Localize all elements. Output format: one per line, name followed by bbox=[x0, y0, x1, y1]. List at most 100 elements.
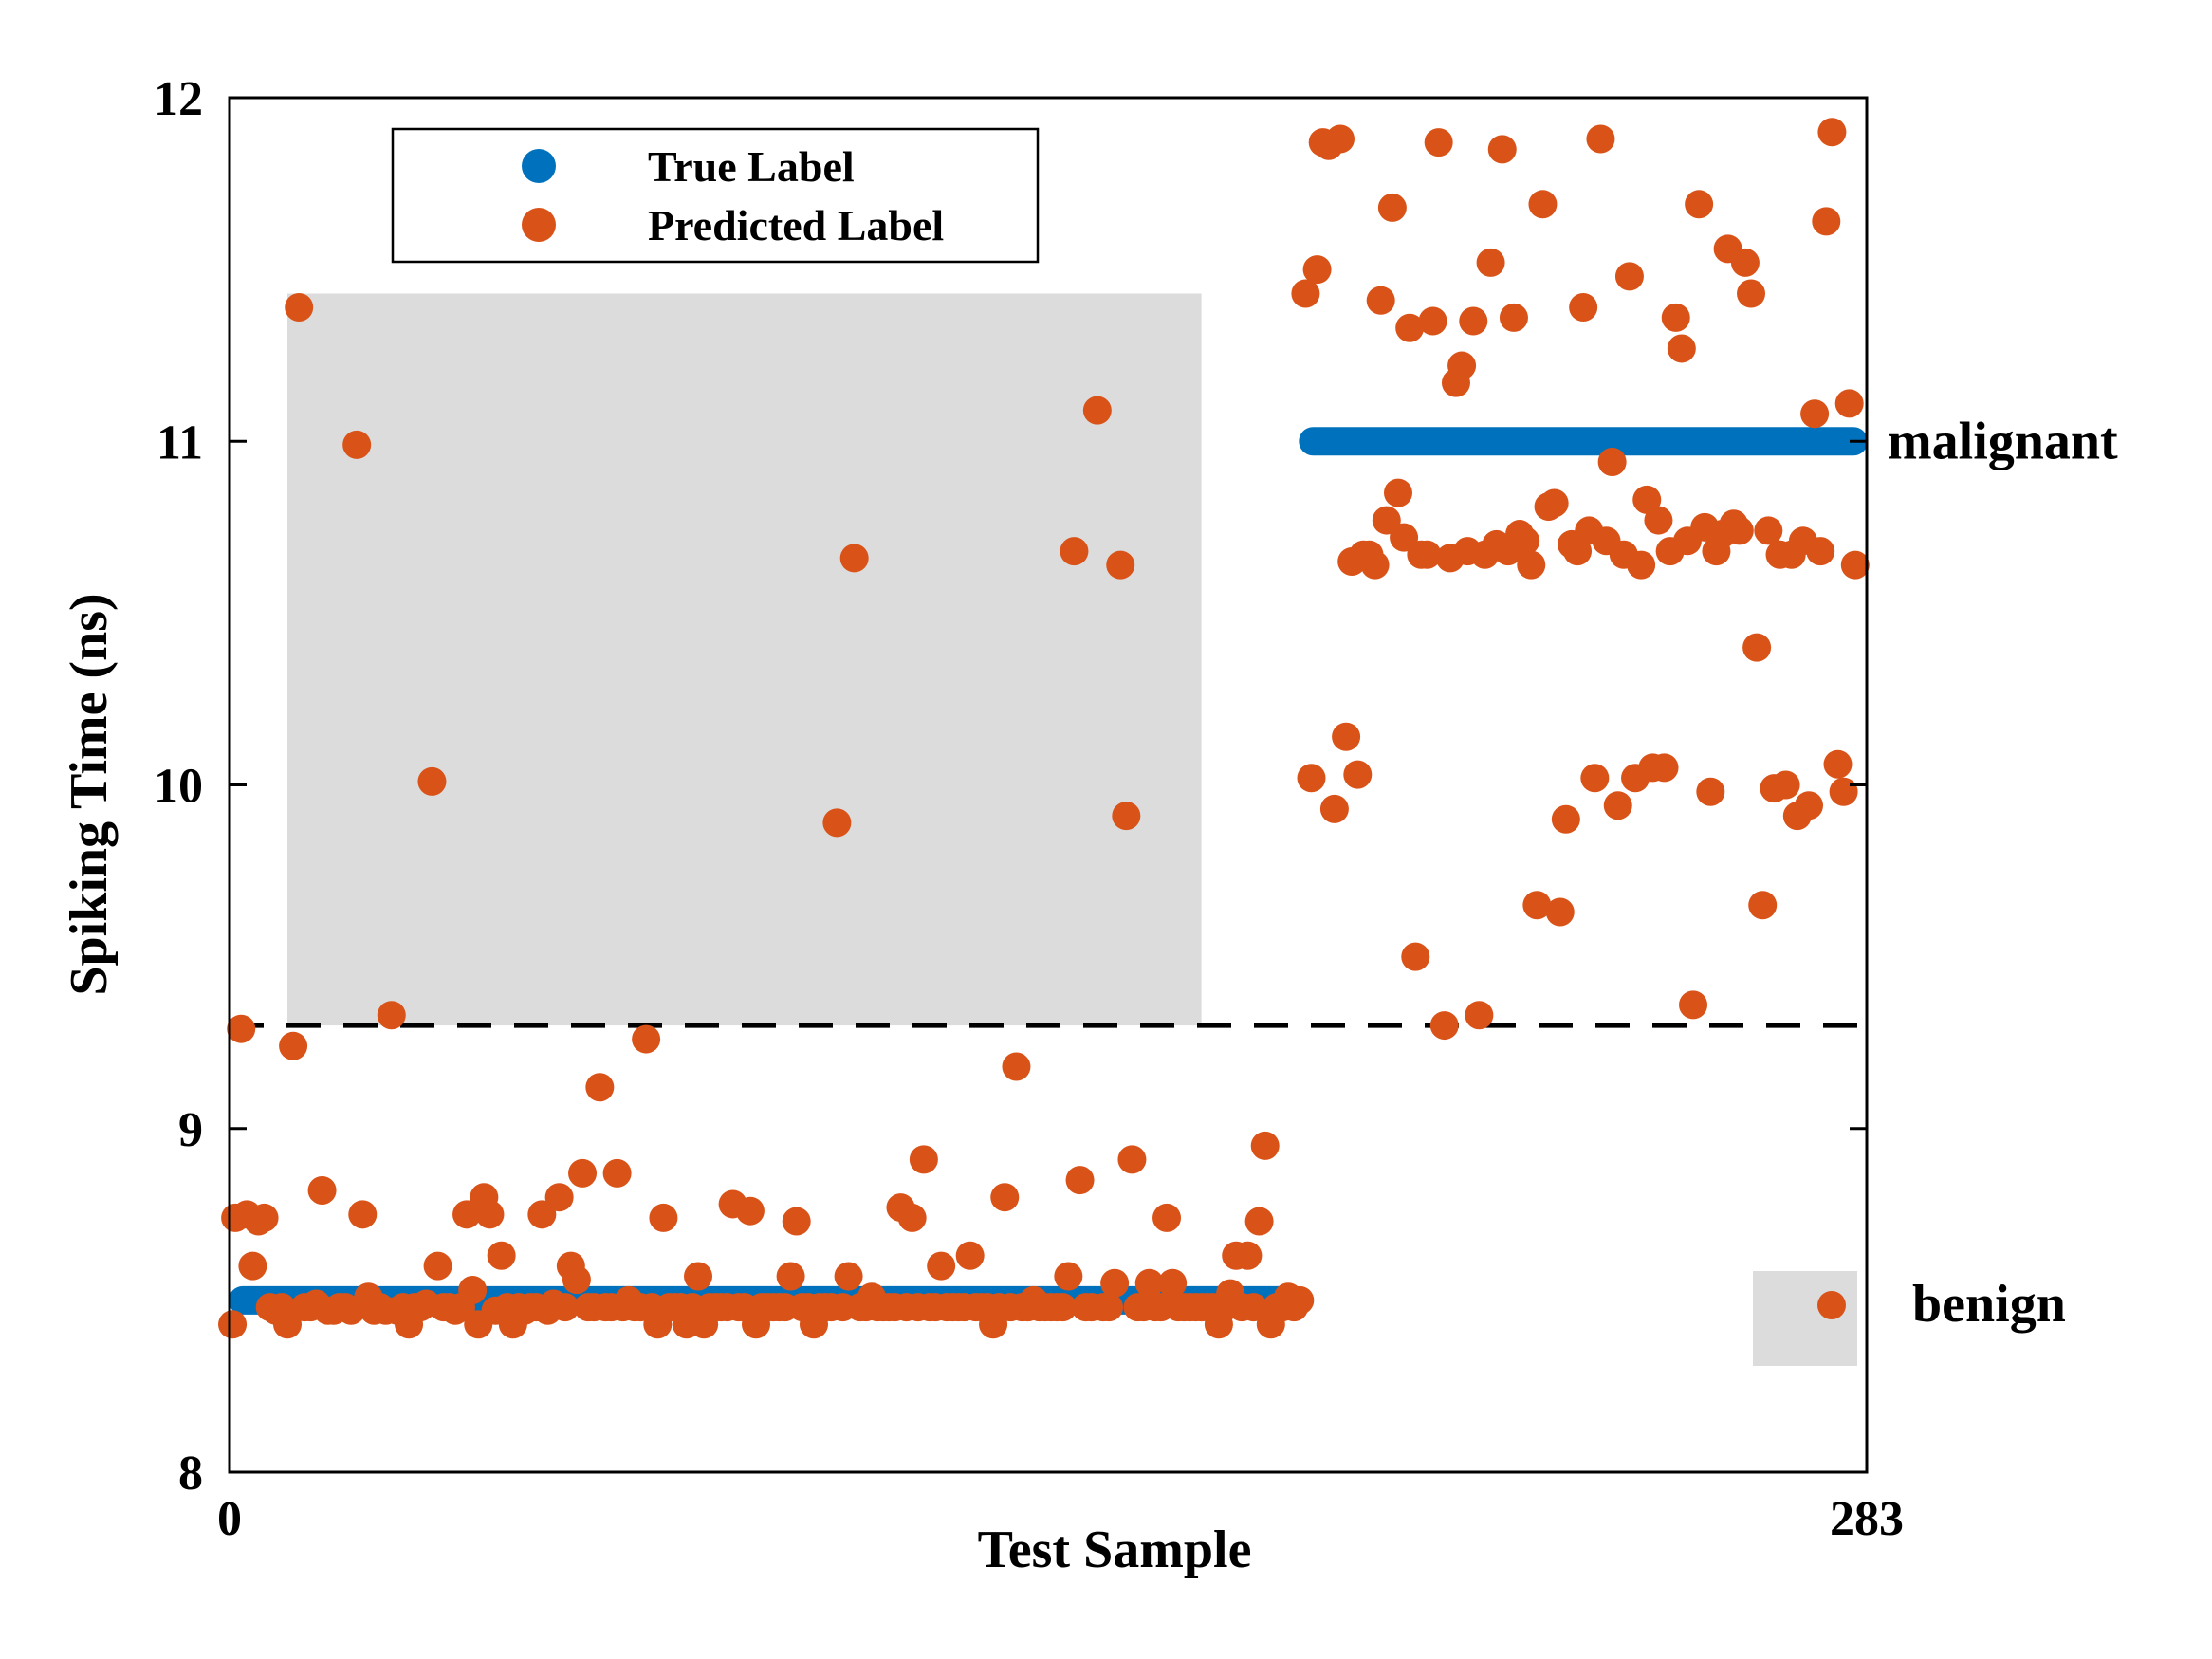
predicted-point bbox=[475, 1200, 505, 1229]
benign-swatch bbox=[1753, 1271, 1857, 1366]
predicted-point bbox=[1679, 990, 1708, 1020]
x-tick-label: 283 bbox=[1830, 1492, 1904, 1546]
predicted-point bbox=[1603, 791, 1632, 820]
predicted-point bbox=[550, 1293, 580, 1322]
predicted-point bbox=[1812, 207, 1841, 236]
predicted-point bbox=[1152, 1203, 1182, 1232]
benign-label: benign bbox=[1912, 1275, 2066, 1334]
predicted-point bbox=[1551, 804, 1580, 834]
predicted-point bbox=[1244, 1207, 1274, 1236]
benign-marker bbox=[1817, 1291, 1846, 1319]
predicted-point bbox=[1325, 124, 1355, 154]
predicted-point bbox=[1476, 248, 1505, 277]
predicted-point bbox=[897, 1203, 927, 1232]
predicted-point bbox=[1829, 777, 1858, 806]
predicted-point bbox=[249, 1203, 279, 1232]
predicted-point bbox=[1117, 1145, 1147, 1174]
predicted-point bbox=[377, 1001, 406, 1030]
predicted-point bbox=[1771, 770, 1800, 800]
predicted-point bbox=[782, 1207, 811, 1236]
predicted-point bbox=[1806, 537, 1835, 566]
predicted-point bbox=[1580, 764, 1610, 793]
x-axis-title: Test Sample bbox=[978, 1521, 1252, 1579]
predicted-point bbox=[1302, 255, 1332, 285]
predicted-point bbox=[1332, 722, 1361, 751]
predicted-point bbox=[1650, 753, 1679, 783]
predicted-point bbox=[1840, 550, 1870, 580]
predicted-point bbox=[227, 1014, 256, 1043]
predicted-point bbox=[238, 1251, 267, 1281]
predicted-point bbox=[1319, 794, 1349, 823]
predicted-point bbox=[1002, 1052, 1031, 1081]
predicted-point bbox=[1424, 128, 1453, 157]
predicted-point bbox=[1800, 399, 1830, 429]
predicted-point bbox=[218, 1310, 248, 1339]
y-tick-label: 9 bbox=[178, 1103, 203, 1157]
predicted-point bbox=[1465, 1001, 1494, 1030]
predicted-label-series bbox=[218, 118, 1870, 1339]
predicted-point bbox=[735, 1196, 765, 1226]
axis-ticks: 8 9 10 11 12 0 283 bbox=[154, 72, 1904, 1546]
predicted-point bbox=[1412, 540, 1442, 569]
predicted-point bbox=[1644, 506, 1673, 535]
predicted-point bbox=[1100, 1268, 1130, 1298]
predicted-point bbox=[1158, 1268, 1188, 1298]
predicted-point bbox=[632, 1024, 661, 1054]
predicted-point bbox=[1823, 749, 1853, 779]
predicted-point bbox=[568, 1158, 598, 1188]
predicted-point bbox=[1112, 802, 1141, 831]
predicted-point bbox=[279, 1031, 308, 1060]
y-tick-label: 12 bbox=[154, 72, 203, 126]
predicted-point bbox=[776, 1262, 805, 1291]
predicted-point bbox=[1401, 942, 1430, 971]
predicted-point bbox=[990, 1183, 1020, 1212]
predicted-point bbox=[1134, 1268, 1164, 1298]
predicted-point bbox=[1742, 633, 1772, 662]
predicted-point bbox=[1667, 334, 1696, 363]
predicted-point bbox=[1239, 1293, 1268, 1322]
predicted-point bbox=[342, 430, 372, 459]
predicted-point bbox=[1095, 1293, 1124, 1322]
predicted-point bbox=[1360, 550, 1390, 580]
predicted-point bbox=[348, 1200, 378, 1229]
predicted-point bbox=[684, 1262, 713, 1291]
predicted-point bbox=[1377, 193, 1407, 222]
predicted-point bbox=[1060, 537, 1089, 566]
predicted-point bbox=[1487, 135, 1517, 164]
predicted-point bbox=[1834, 389, 1864, 418]
predicted-point bbox=[527, 1200, 557, 1229]
predicted-point bbox=[1054, 1262, 1083, 1291]
predicted-point bbox=[423, 1251, 452, 1281]
predicted-point bbox=[1511, 526, 1540, 556]
predicted-point bbox=[955, 1241, 985, 1270]
predicted-point bbox=[1597, 447, 1627, 476]
predicted-point bbox=[1730, 248, 1760, 277]
predicted-point bbox=[1748, 891, 1778, 920]
legend-true-marker bbox=[522, 149, 556, 183]
legend-true-text: True Label bbox=[648, 142, 855, 191]
predicted-point bbox=[1366, 286, 1395, 315]
misclassified-region bbox=[286, 293, 1202, 1026]
predicted-point bbox=[1586, 124, 1615, 154]
predicted-point bbox=[839, 544, 869, 573]
y-tick-label: 11 bbox=[157, 415, 203, 470]
legend-box bbox=[391, 127, 1040, 264]
predicted-point bbox=[458, 1276, 488, 1305]
predicted-point bbox=[1696, 777, 1725, 806]
predicted-point bbox=[1297, 764, 1326, 793]
predicted-point bbox=[1754, 516, 1783, 545]
predicted-point bbox=[1522, 891, 1552, 920]
predicted-point bbox=[452, 1200, 482, 1229]
y-tick-label: 10 bbox=[154, 760, 203, 814]
predicted-point bbox=[1372, 506, 1401, 535]
predicted-point bbox=[1539, 488, 1569, 518]
predicted-point bbox=[544, 1183, 574, 1212]
predicted-point bbox=[1106, 550, 1135, 580]
predicted-point bbox=[1661, 303, 1690, 332]
predicted-point bbox=[602, 1158, 632, 1188]
predicted-point bbox=[1383, 478, 1412, 507]
predicted-point bbox=[649, 1203, 678, 1232]
predicted-point bbox=[1499, 303, 1528, 332]
predicted-point bbox=[1291, 279, 1320, 308]
predicted-point bbox=[487, 1241, 516, 1270]
